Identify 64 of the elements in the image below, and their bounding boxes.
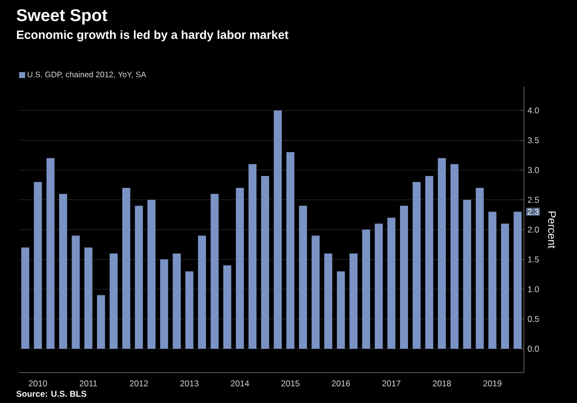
bar [476, 188, 484, 349]
x-tick-label: 2018 [432, 380, 451, 386]
bar [261, 176, 270, 349]
bar [72, 236, 80, 349]
bar [463, 200, 472, 349]
x-tick-label: 2015 [281, 380, 300, 386]
bar [412, 182, 421, 349]
bar [97, 295, 106, 349]
bar [134, 206, 143, 349]
bar [488, 212, 496, 349]
bar [438, 158, 446, 349]
y-tick-label: 0.5 [528, 316, 539, 322]
y-axis-title: Percent [548, 212, 556, 248]
bar [210, 194, 219, 349]
bar [501, 224, 510, 349]
y-tick-label: 4.0 [528, 107, 539, 114]
bar [274, 110, 282, 349]
y-tick-label: 2.0 [528, 226, 539, 233]
bar [248, 164, 257, 349]
text: 2.3 [528, 208, 539, 215]
bar [336, 271, 345, 349]
bar [110, 253, 118, 349]
bar [46, 158, 55, 349]
y-tick-label: 1.5 [528, 256, 539, 262]
bar [387, 218, 396, 349]
bar [223, 265, 232, 349]
y-tick-label: 3.0 [528, 167, 539, 174]
y-tick-label: 1.0 [528, 286, 539, 292]
x-tick-label: 2019 [483, 380, 502, 386]
bar [236, 188, 244, 349]
x-tick-label: 2013 [180, 380, 198, 386]
bar [299, 206, 308, 349]
bar [312, 236, 320, 349]
chart-title: Sweet Spot [16, 9, 108, 25]
bar [425, 176, 434, 349]
chart-subtitle: Economic growth is led by a hardy labor market [17, 30, 288, 42]
bar [324, 253, 332, 349]
x-tick-label: 2012 [130, 380, 148, 386]
x-tick-label: 2017 [382, 380, 400, 386]
bar [514, 212, 522, 349]
y-tick-label: 2.5 [528, 196, 539, 203]
bar [160, 259, 168, 349]
bar [185, 271, 194, 349]
x-tick-label: 2014 [230, 380, 250, 386]
x-tick-label: 2016 [332, 380, 350, 386]
bar [21, 247, 30, 349]
bar [172, 253, 181, 349]
bar [198, 236, 206, 349]
bar [59, 194, 68, 349]
bar [374, 224, 383, 349]
bar [34, 182, 42, 349]
bar [84, 247, 92, 349]
bar [286, 152, 294, 349]
y-tick-label: 0.0 [528, 346, 539, 352]
x-tick-label: 2011 [80, 380, 98, 386]
x-tick-label: 2010 [28, 380, 47, 386]
source-note: Source: U.S. BLS [16, 390, 86, 397]
bar [400, 206, 408, 349]
bar [350, 253, 358, 349]
y-tick-label: 3.5 [528, 137, 539, 144]
bar [450, 164, 459, 349]
bar [148, 200, 156, 349]
bar [362, 230, 370, 349]
bar [122, 188, 130, 349]
